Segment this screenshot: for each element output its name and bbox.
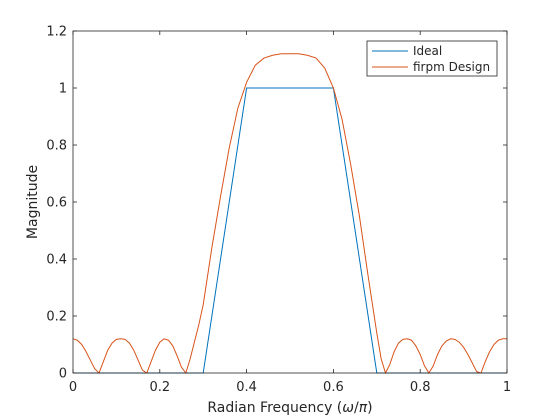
y-tick-label: 0 (59, 367, 67, 382)
y-tick-label: 1 (59, 82, 67, 97)
x-tick-label: 0.4 (236, 380, 257, 395)
x-axis-label-main: Radian Frequency ( (207, 400, 342, 416)
y-tick-label: 0.4 (46, 253, 67, 268)
x-axis-label: Radian Frequency (ω/π) (207, 400, 372, 416)
y-tick-label: 0.6 (46, 196, 67, 211)
x-tick-label: 0.8 (410, 380, 431, 395)
y-axis-label: Magnitude (25, 165, 41, 239)
y-tick-label: 0.2 (46, 310, 67, 325)
legend-label-ideal: Ideal (413, 44, 442, 58)
y-tick-label: 0.8 (46, 139, 67, 154)
legend-label-firpm: firpm Design (413, 60, 490, 74)
x-tick-label: 0.6 (323, 380, 344, 395)
y-tick-label: 1.2 (46, 25, 67, 40)
x-axis-label-close: ) (367, 400, 372, 416)
x-tick-label: 0 (69, 380, 77, 395)
x-tick-label: 0.2 (149, 380, 170, 395)
legend: Ideal firpm Design (367, 41, 497, 76)
x-axis-label-omega: ω (342, 400, 354, 416)
x-tick-label: 1 (503, 380, 511, 395)
plot-area (73, 31, 507, 373)
